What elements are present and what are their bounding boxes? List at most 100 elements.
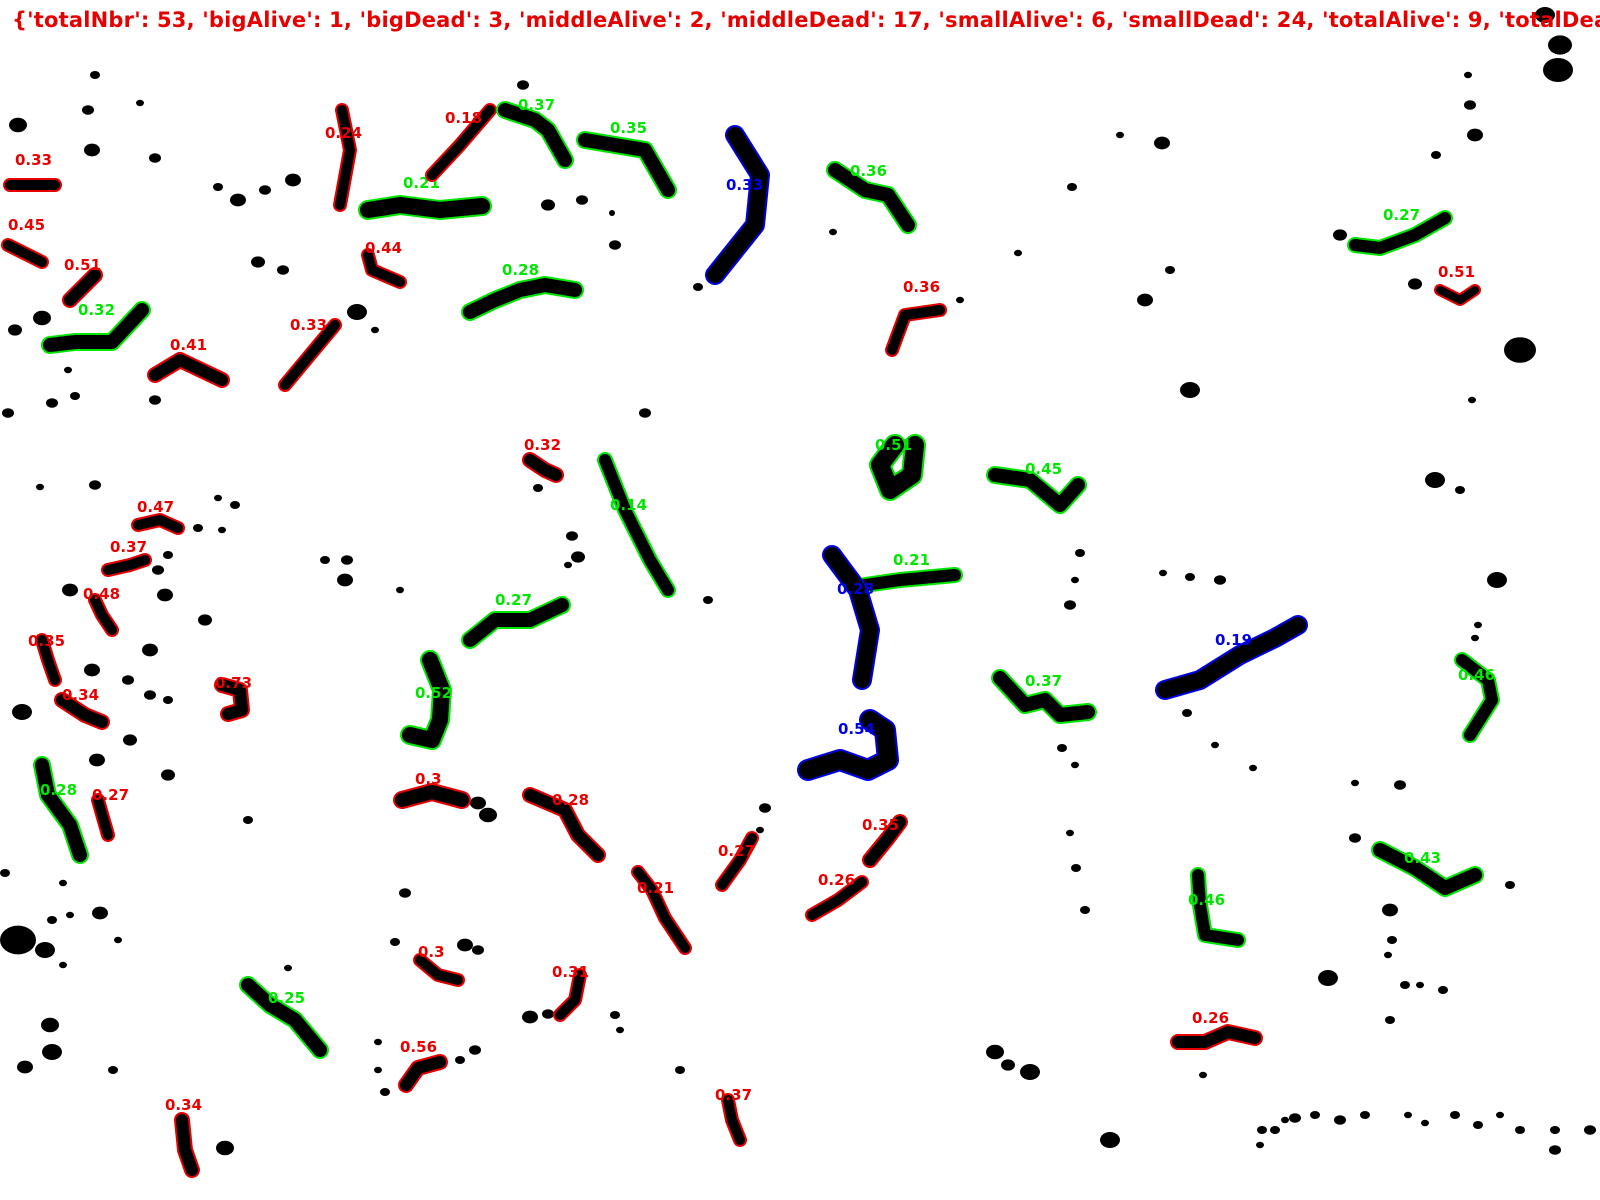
debris-blob [374,1038,382,1046]
debris-blob [371,326,379,334]
detection-label: 0.33 [290,316,327,334]
debris-blob [1075,549,1085,557]
debris-blob [479,807,497,823]
debris-blob [1496,1111,1504,1119]
debris-blob [285,173,301,187]
debris-blob [1505,881,1515,889]
debris-blob [1400,981,1410,989]
debris-blob [90,71,100,79]
debris-blob [1467,128,1483,142]
debris-blob [541,199,555,211]
worm-body [3,240,47,267]
debris-blob [84,143,100,157]
detection-label: 0.56 [400,1038,437,1056]
worm-body [1373,843,1482,895]
worm-dead: 0.26 [805,871,869,922]
worm-body [360,197,490,218]
worm-alive: 0.46 [1188,867,1246,948]
debris-blob [1384,951,1392,959]
debris-blob [1549,1145,1561,1155]
debris-blob [36,483,44,491]
worm-body [498,103,572,167]
debris-blob [82,105,94,115]
debris-blob [136,99,144,107]
debris-blob [472,945,484,955]
detection-label: 0.31 [552,963,589,981]
detection-label: 0.21 [637,879,674,897]
debris-blob [214,494,222,502]
debris-blob [564,561,572,569]
debris-blob [517,80,529,90]
worm-dead: 0.48 [83,585,120,637]
debris-blob [47,916,57,924]
worm-body [43,303,149,352]
debris-blob [1066,829,1074,837]
worm-body [463,598,569,647]
worm-body [707,127,768,283]
debris-blob [1543,58,1573,82]
detection-label: 0.26 [818,871,855,889]
debris-blob [956,296,964,304]
debris-blob [1548,35,1572,55]
detection-label: 0.19 [1215,631,1252,649]
debris-blob [142,643,158,657]
detection-label: 0.48 [83,585,120,603]
summary-counts-text: {'totalNbr': 53, 'bigAlive': 1, 'bigDead… [12,8,1600,32]
worm-alive: 0.46 [1454,652,1500,743]
debris-blob [70,392,80,400]
debris-blob [1071,576,1079,584]
detection-label: 0.27 [92,786,129,804]
worm-body [241,978,327,1057]
worm-body [799,711,897,779]
debris-blob [1318,970,1338,986]
worm-alive: 0.27 [1347,206,1453,256]
debris-blob [609,240,621,250]
detection-label: 0.46 [1458,666,1495,684]
worm-alive: 0.25 [239,976,329,1059]
debris-blob [66,911,74,919]
debris-blob [986,1044,1004,1060]
debris-blob [1584,1125,1596,1135]
detection-label: 0.37 [1025,672,1062,690]
worm-dead: 0.34 [54,686,110,730]
debris-blob [1408,278,1422,290]
worm-alive: 0.35 [576,119,677,199]
debris-blob [46,398,58,408]
debris-blob [163,551,173,559]
worm-alive: 0.14 [597,452,676,598]
detection-label: 0.35 [28,632,65,650]
detection-label: 0.43 [1404,849,1441,867]
debris-blob [1289,1113,1301,1123]
debris-blob [1211,741,1219,749]
debris-blob [1199,1071,1207,1079]
detection-label: 0.34 [62,686,99,704]
debris-blob [149,395,161,405]
debris-blob [0,869,10,877]
worm-middle: 0.33 [705,125,770,285]
debris-blob [1474,621,1482,629]
detection-label: 0.51 [64,256,101,274]
debris-blob [8,324,22,336]
debris-blob [1487,572,1507,588]
detection-label: 0.3 [415,770,442,788]
debris-blob [284,964,292,972]
debris-blob [1281,1116,1289,1124]
debris-blob [64,366,72,374]
worm-body [90,595,117,635]
detection-label: 0.37 [518,96,555,114]
detection-label: 0.44 [365,239,402,257]
debris-blob [108,1066,118,1074]
debris-blob [1154,136,1170,150]
worm-dead: 0.35 [862,814,908,868]
detection-label: 0.47 [137,498,174,516]
worm-middle: 0.54 [797,709,899,781]
debris-blob [455,1056,465,1064]
worm-body [887,305,945,355]
detection-label: 0.34 [165,1096,202,1114]
worm-body [828,163,915,232]
debris-blob [259,185,271,195]
debris-blob [469,1045,481,1055]
detection-label: 0.45 [1025,460,1062,478]
debris-blob [533,484,543,492]
